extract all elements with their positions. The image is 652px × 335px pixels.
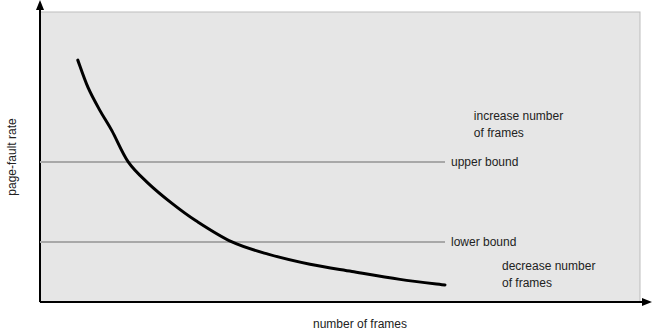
x-axis-label: number of frames [313,317,407,331]
plot-marks [40,60,445,285]
annotation: decrease number of frames [502,259,595,290]
plot-area [40,12,640,302]
y-axis [39,4,41,302]
curve [78,60,445,285]
x-axis-arrow [642,298,652,306]
annotation-line: of frames [502,276,552,290]
x-axis [40,301,648,303]
annotation-line: decrease number [502,259,595,273]
y-axis-label: page-fault rate [5,118,19,196]
annotation-line: of frames [474,126,524,140]
chart: upper bound lower bound increase number of … [0,0,652,335]
reference-line [40,161,445,163]
annotation-line: increase number [474,109,563,123]
annotation: increase number of frames [474,109,563,140]
reference-label: lower bound [451,235,516,249]
y-axis-arrow [36,0,44,10]
reference-line [40,241,445,243]
reference-label: upper bound [451,155,518,169]
chart-root: upper bound lower bound increase number of … [0,0,652,335]
